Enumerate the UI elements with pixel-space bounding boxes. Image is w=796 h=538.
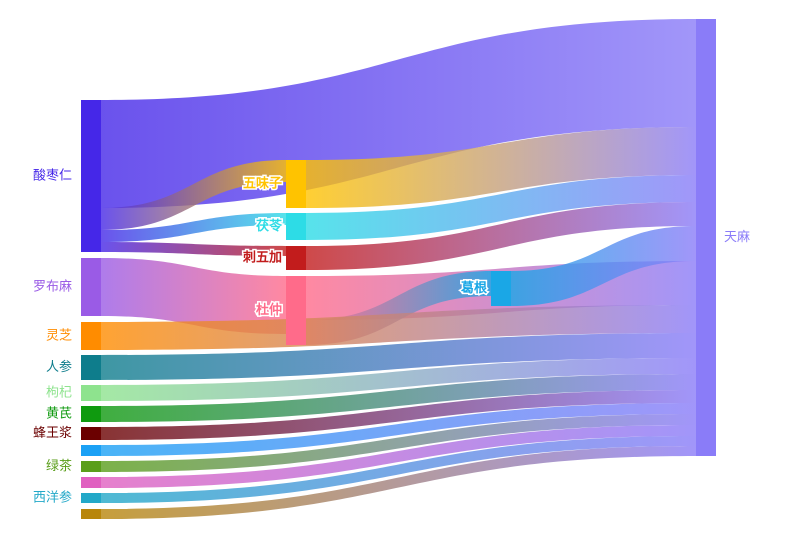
node: [81, 406, 101, 422]
node-label: 五味子: [243, 176, 282, 192]
link: [511, 226, 696, 306]
link: [101, 436, 696, 503]
link: [101, 414, 696, 472]
link: [101, 403, 696, 456]
node-label: 天麻: [724, 230, 750, 245]
link: [101, 425, 696, 488]
node-label: 蜂王浆: [33, 426, 72, 441]
node: [491, 271, 511, 306]
link: [101, 305, 696, 350]
node: [81, 493, 101, 503]
node: [81, 385, 101, 401]
link: [101, 258, 286, 334]
link: [101, 160, 286, 230]
node: [81, 477, 101, 488]
node: [286, 276, 306, 345]
link: [101, 242, 286, 256]
node: [81, 461, 101, 472]
node-label: 罗布麻: [33, 280, 72, 295]
node-label: 刺五加: [243, 250, 282, 266]
node: [286, 246, 306, 270]
node: [81, 100, 101, 252]
node: [81, 427, 101, 440]
node-label: 葛根: [460, 280, 488, 296]
link: [101, 358, 696, 401]
node-label: 人参: [46, 359, 72, 375]
link: [306, 202, 696, 270]
node: [81, 355, 101, 380]
link: [306, 175, 696, 240]
node: [81, 322, 101, 350]
node-label: 西洋参: [33, 490, 72, 506]
node: [81, 445, 101, 456]
link: [101, 333, 696, 380]
node-label: 黄芪: [46, 407, 72, 422]
node: [286, 213, 306, 240]
link: [101, 390, 696, 440]
node: [81, 258, 101, 316]
link: [306, 127, 696, 208]
node-label: 杜仲: [256, 302, 282, 318]
node: [696, 19, 716, 456]
node-label: 酸枣仁: [33, 169, 72, 184]
node: [286, 160, 306, 208]
node-label: 灵芝: [46, 328, 72, 344]
link: [101, 446, 696, 519]
link: [101, 374, 696, 422]
node: [81, 509, 101, 519]
link: [101, 19, 696, 208]
node-label: 枸杞: [46, 386, 72, 401]
node-label: 绿茶: [46, 458, 72, 474]
node-label: 茯苓: [256, 218, 283, 234]
link: [101, 213, 286, 242]
